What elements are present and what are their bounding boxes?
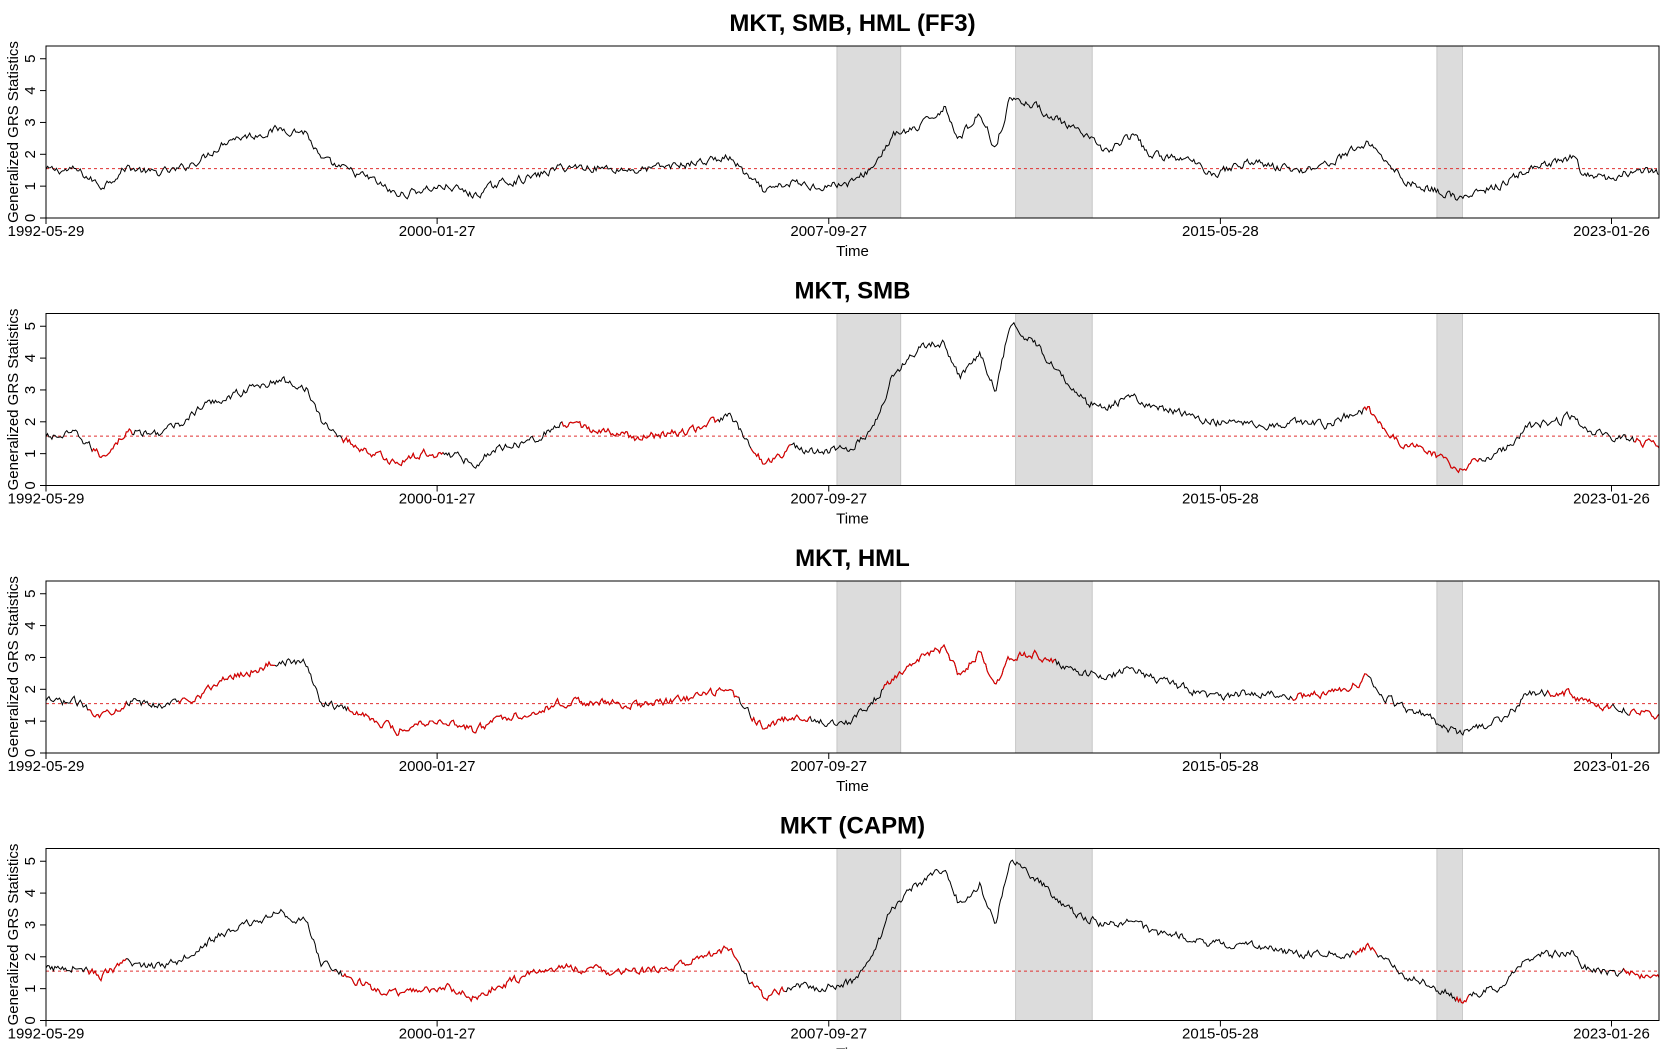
plot-frame [45,580,1660,754]
panel-title: MKT, SMB [795,278,911,305]
shaded-period-3 [1436,313,1463,486]
y-tick-label: 0 [22,1016,39,1024]
y-axis-title: Generalized GRS Statistics [5,844,22,1026]
x-axis-title: Time [836,778,869,795]
shaded-period-2 [1015,580,1093,754]
y-tick-label: 2 [22,953,39,961]
x-axis-title: Time [836,243,869,260]
x-tick-label: 2007-09-27 [790,491,867,508]
y-tick-label: 1 [22,449,39,457]
y-tick-label: 1 [22,984,39,992]
shaded-period-1 [836,45,902,219]
chart-panel-2: MKT, SMB 0 1 2 3 4 5 1992-05-29 2000-01-27 2007-0… [5,278,1660,528]
significant-segments [87,942,1659,1004]
y-tick-label: 5 [22,322,39,330]
x-tick-label: 2000-01-27 [399,223,476,240]
y-tick-label: 3 [22,118,39,126]
y-tick-label: 2 [22,685,39,693]
x-tick-label: 1992-05-29 [8,491,85,508]
y-tick-label: 1 [22,182,39,190]
shaded-period-2 [1015,848,1093,1021]
y-tick-label: 0 [22,749,39,757]
x-tick-label: 2000-01-27 [399,1026,476,1043]
y-tick-label: 5 [22,55,39,63]
x-tick-label: 2015-05-28 [1182,758,1259,775]
x-tick-label: 2007-09-27 [790,223,867,240]
chart-panel-4: MKT (CAPM) 0 1 2 3 4 5 1992-05-29 2000-01-27 2007… [5,813,1660,1049]
y-tick-label: 2 [22,150,39,158]
plot-frame [45,45,1660,219]
x-tick-label: 2015-05-28 [1182,1026,1259,1043]
chart-panel-1: MKT, SMB, HML (FF3) 0 1 2 3 4 5 1992-05-29 2000-… [5,10,1660,260]
x-tick-label: 2023-01-26 [1573,1026,1650,1043]
x-tick-label: 2007-09-27 [790,758,867,775]
x-tick-label: 2023-01-26 [1573,491,1650,508]
shaded-period-1 [836,848,902,1021]
y-tick-label: 4 [22,354,39,362]
x-tick-label: 2000-01-27 [399,758,476,775]
shaded-period-3 [1436,45,1463,219]
panel-title: MKT, SMB, HML (FF3) [729,10,975,37]
significant-segments [91,406,1659,474]
y-axis-title: Generalized GRS Statistics [5,576,22,758]
y-tick-label: 3 [22,653,39,661]
x-tick-label: 2000-01-27 [399,491,476,508]
shaded-period-1 [836,313,902,486]
x-tick-label: 2007-09-27 [790,1026,867,1043]
shaded-period-3 [1436,580,1463,754]
y-tick-label: 0 [22,214,39,222]
y-axis-title: Generalized GRS Statistics [5,309,22,491]
y-tick-label: 4 [22,889,39,897]
y-tick-label: 3 [22,921,39,929]
x-tick-label: 2015-05-28 [1182,491,1259,508]
x-tick-label: 1992-05-29 [8,758,85,775]
y-tick-label: 5 [22,590,39,598]
plot-frame [45,848,1660,1021]
panel-title: MKT, HML [795,545,910,572]
y-tick-label: 2 [22,418,39,426]
chart-panel-3: MKT, HML 0 1 2 3 4 5 1992-05-29 2000-01-27 2007-0… [5,545,1660,795]
shaded-period-2 [1015,45,1093,219]
y-tick-label: 5 [22,857,39,865]
y-axis-title: Generalized GRS Statistics [5,41,22,223]
x-tick-label: 2023-01-26 [1573,223,1650,240]
x-tick-label: 2015-05-28 [1182,223,1259,240]
y-tick-label: 0 [22,481,39,489]
shaded-period-3 [1436,848,1463,1021]
y-tick-label: 4 [22,621,39,629]
x-axis-title: Time [836,1046,869,1049]
x-axis-title: Time [836,511,869,528]
y-tick-label: 3 [22,386,39,394]
x-tick-label: 1992-05-29 [8,1026,85,1043]
x-tick-label: 2023-01-26 [1573,758,1650,775]
panel-title: MKT (CAPM) [780,813,925,840]
x-tick-label: 1992-05-29 [8,223,85,240]
y-tick-label: 1 [22,717,39,725]
y-tick-label: 4 [22,86,39,94]
shaded-period-2 [1015,313,1093,486]
series-line [46,96,1659,201]
plot-frame [45,313,1660,486]
significant-segments [87,643,1659,737]
shaded-period-1 [836,580,902,754]
